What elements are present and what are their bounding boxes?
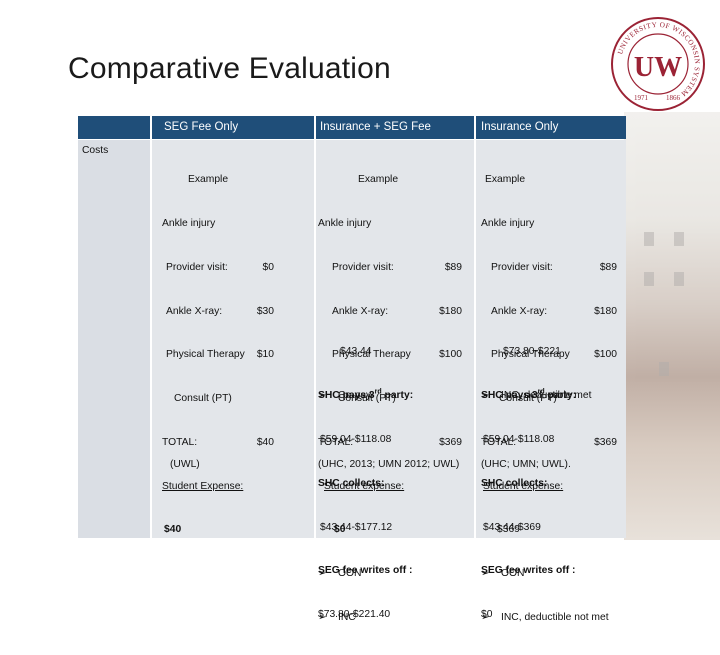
ins-seg-writes-off-value: $73.80-$221.40 — [318, 609, 391, 621]
ins-seg-item-row: Physical Therapy $100 — [332, 349, 462, 361]
ins-seg-shc-pays-label: SHC pays 3rd party: — [318, 388, 414, 402]
arrow-bullet-icon: ➢ — [481, 389, 490, 401]
ins-only-shc-collects-value: $43.44-$369 — [483, 521, 541, 533]
ins-seg-writes-off-label: SEG fee writes off : — [318, 565, 413, 577]
ins-seg-shc-collects-label: SHC collects: — [318, 477, 385, 489]
ins-only-consult: Consult (PT) — [499, 393, 557, 405]
seg-item-row: Ankle X-ray: $30 — [166, 305, 274, 317]
ins-seg-case: Ankle injury — [318, 217, 372, 229]
svg-text:1866: 1866 — [666, 94, 681, 102]
ins-seg-expense-value: $0 — [334, 524, 346, 536]
ins-only-range-row: ➢ INC, deductible met — [481, 389, 621, 404]
ins-seg-expense-label: Student expense: — [324, 480, 405, 492]
ins-seg-copay-row: ➢ Co-pay — [318, 389, 468, 404]
seg-expense-label: Student Expense: — [162, 480, 244, 492]
ins-only-total-row: TOTAL: $369 — [481, 436, 617, 448]
ins-only-item-row: Provider visit: $89 — [491, 261, 617, 273]
ins-only-shc-collects-label: SHC collects: — [481, 477, 548, 489]
ins-only-range: $73.80-$221 — [503, 346, 561, 358]
seg-fee-column: Example Ankle injury Provider visit: $0 A… — [162, 144, 274, 567]
ins-only-item-row: Physical Therapy $100 — [491, 349, 617, 361]
comparison-table: SEG Fee Only Insurance + SEG Fee Insuran… — [78, 116, 626, 623]
ins-only-shc-pays-value: $59.04-$118.08 — [483, 433, 555, 445]
header-insurance-only: Insurance Only — [481, 121, 559, 133]
ins-seg-item-row: Ankle X-ray: $180 — [332, 305, 462, 317]
ins-only-source: (UHC; UMN; UWL). — [481, 459, 571, 470]
uw-system-seal-logo: UNIVERSITY OF WISCONSIN SYSTEM UW 1971 1… — [611, 17, 705, 111]
seg-example: Example — [188, 174, 229, 186]
seg-case: Ankle injury — [162, 217, 216, 229]
seg-total-row: TOTAL: $40 — [162, 436, 274, 448]
seg-item-row: Provider visit: $0 — [166, 261, 274, 273]
svg-text:UW: UW — [634, 52, 682, 83]
seg-source: (UWL) — [170, 459, 200, 470]
table-header-row — [78, 116, 626, 139]
arrow-bullet-icon: ➢ — [318, 389, 327, 401]
ins-only-shc-pays-label: SHC pays 3rd party: — [481, 388, 577, 402]
insurance-seg-column: Example Ankle injury Provider visit: $89 … — [318, 144, 462, 655]
svg-text:1971: 1971 — [634, 94, 649, 102]
ins-seg-shc-pays-value: $59.04-$118.08 — [320, 433, 392, 445]
table-body — [78, 140, 626, 538]
ins-only-writes-off-label: SEG fee writes off : — [481, 565, 576, 577]
ins-seg-shc-collects-value: $43.44-$177.12 — [320, 521, 393, 533]
ins-only-item-row: Ankle X-ray: $180 — [491, 305, 617, 317]
ins-seg-item-row: Provider visit: $89 — [332, 261, 462, 273]
ins-only-case: Ankle injury — [481, 217, 535, 229]
ins-only-expense-value: $369 — [497, 524, 520, 536]
ins-seg-shc-block: SHC pays 3rd party: $59.04-$118.08 SHC c… — [318, 360, 468, 652]
ins-only-expense-label: Student expense: — [483, 480, 564, 492]
ins-only-example: Example — [485, 174, 526, 186]
ins-seg-consult: Consult (PT) — [338, 393, 396, 405]
background-photo — [624, 112, 720, 540]
slide-title: Comparative Evaluation — [68, 52, 391, 85]
ins-only-range-block: $73.80-$221 ➢ INC, deductible met — [481, 316, 621, 433]
seg-expense-value: $40 — [164, 524, 182, 536]
header-seg-fee-only: SEG Fee Only — [164, 121, 239, 133]
row-label-costs: Costs — [82, 145, 109, 156]
ins-seg-total-row: TOTAL: $369 — [318, 436, 462, 448]
ins-only-writes-off-value: $0 — [481, 609, 493, 621]
seg-consult: Consult (PT) — [174, 393, 232, 405]
seg-item-row: Physical Therapy $10 — [166, 349, 274, 361]
ins-seg-example: Example — [358, 174, 399, 186]
ins-seg-copay-block: $43.44 ➢ Co-pay — [318, 316, 468, 433]
header-insurance-seg-fee: Insurance + SEG Fee — [320, 121, 431, 133]
ins-seg-source: (UHC, 2013; UMN 2012; UWL) — [318, 459, 460, 470]
ins-seg-copay-amount: $43.44 — [340, 346, 372, 358]
ins-only-shc-block: SHC pays 3rd party: $59.04-$118.08 SHC c… — [481, 360, 621, 652]
